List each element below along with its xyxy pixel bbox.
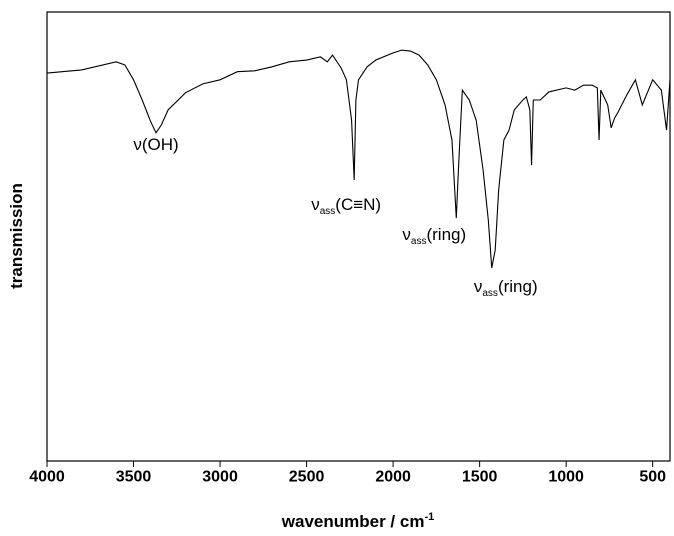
x-label-text: wavenumber / cm <box>281 512 425 531</box>
x-tick-label: 3000 <box>202 468 238 485</box>
x-tick-label: 1500 <box>462 468 498 485</box>
x-tick-label: 4000 <box>29 468 65 485</box>
annotation: ν(OH) <box>133 135 178 154</box>
annotation-text: (ring) <box>498 277 538 296</box>
annotation-text: (C≡N) <box>335 195 381 214</box>
annotation-symbol: ν <box>474 277 483 296</box>
annotation-text: (ring) <box>426 225 466 244</box>
annotation-symbol: ν <box>402 225 411 244</box>
x-tick-label: 2500 <box>289 468 325 485</box>
x-tick-label: 3500 <box>116 468 152 485</box>
annotation-sub: ass <box>411 236 427 247</box>
annotation: νass(ring) <box>402 225 466 247</box>
spectrum-line <box>46 49 671 269</box>
annotation-sub: ass <box>320 206 336 217</box>
annotation: νass(C≡N) <box>311 195 381 217</box>
x-tick-label: 2000 <box>375 468 411 485</box>
annotation-sub: ass <box>482 288 498 299</box>
x-tick-label: 1000 <box>548 468 584 485</box>
x-tick-label: 500 <box>639 468 666 485</box>
y-axis-label: transmission <box>7 183 26 289</box>
x-label-sup: -1 <box>424 511 434 523</box>
annotation: νass(ring) <box>474 277 538 299</box>
annotation-symbol: ν <box>311 195 320 214</box>
annotation-text: ν(OH) <box>133 135 178 154</box>
plot-frame <box>46 11 671 462</box>
x-axis-label: wavenumber / cm-1 <box>281 511 434 531</box>
